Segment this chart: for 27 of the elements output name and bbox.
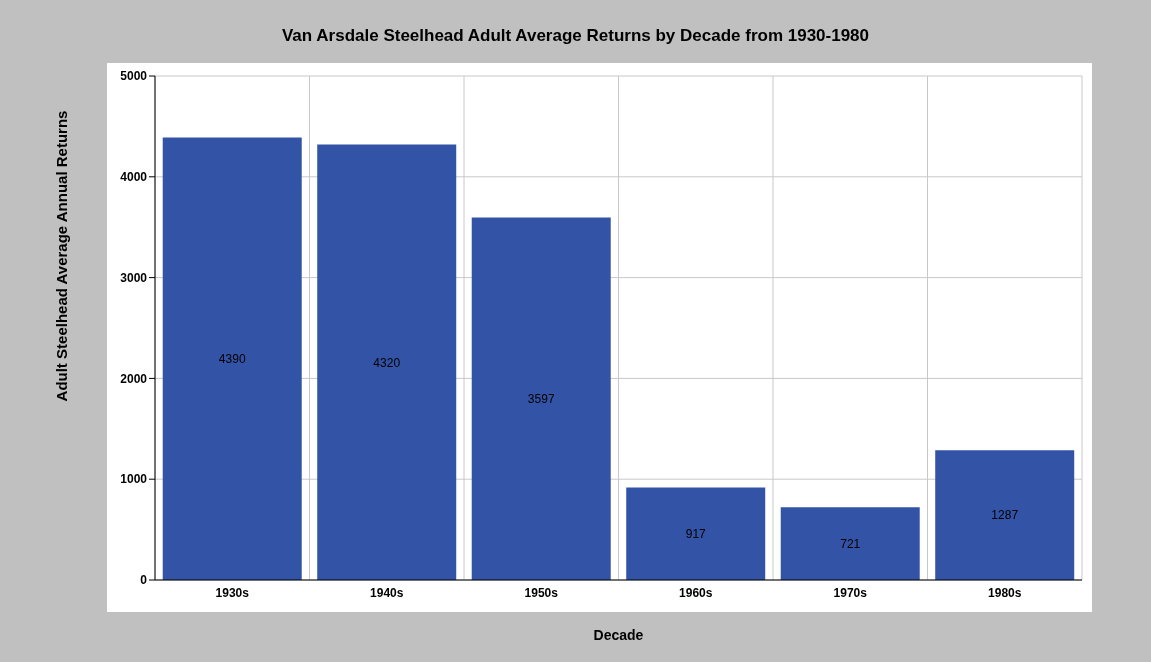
- y-axis-title: Adult Steelhead Average Annual Returns: [53, 109, 71, 404]
- y-tick-label: 0: [140, 573, 148, 588]
- chart-title: Van Arsdale Steelhead Adult Average Returns by Decade from 1930-1980: [280, 26, 871, 46]
- x-tick-label: 1940s: [370, 585, 404, 600]
- bar: [626, 487, 766, 580]
- x-tick-label: 1970s: [833, 585, 868, 600]
- y-tick-label: 5000: [120, 69, 148, 84]
- data-label: 3597: [527, 391, 555, 406]
- bar: [780, 507, 920, 580]
- bar: [162, 137, 302, 580]
- data-label: 4390: [218, 352, 246, 366]
- bar: [935, 450, 1075, 580]
- y-tick-label: 3000: [120, 270, 148, 285]
- x-tick-label: 1930s: [215, 585, 250, 600]
- y-tick-label: 1000: [120, 472, 148, 487]
- data-label: 1287: [991, 508, 1019, 523]
- bar: [471, 217, 611, 580]
- y-tick-label: 2000: [120, 371, 148, 386]
- y-tick-label: 4000: [120, 170, 148, 185]
- x-tick-label: 1960s: [679, 585, 713, 600]
- x-axis-title: Decade: [592, 627, 645, 643]
- x-tick-label: 1950s: [524, 585, 559, 600]
- data-label: 917: [685, 527, 707, 542]
- bar: [317, 144, 457, 580]
- data-label: 4320: [373, 355, 401, 370]
- data-label: 721: [840, 536, 861, 551]
- x-tick-label: 1980s: [988, 585, 1022, 600]
